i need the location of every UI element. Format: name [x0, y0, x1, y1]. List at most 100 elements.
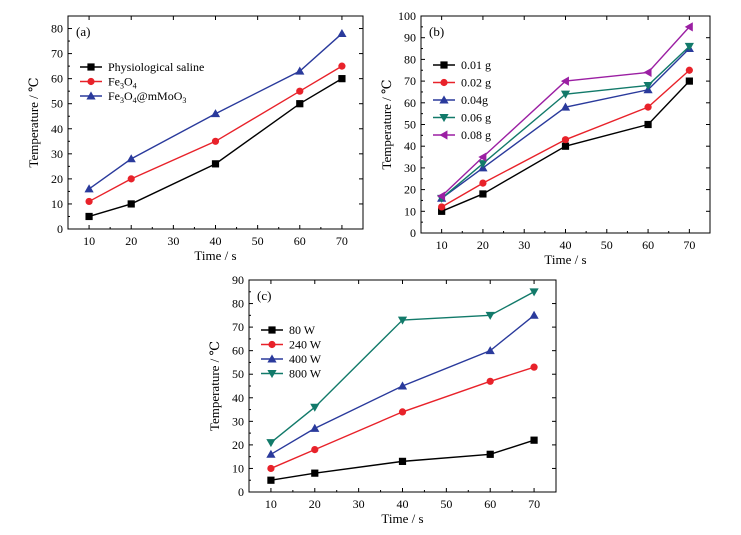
data-point [338, 75, 346, 83]
x-tick-label: 20 [309, 497, 321, 511]
data-point [311, 446, 319, 454]
legend-label: Fe3O4 [108, 75, 137, 91]
data-point [561, 142, 570, 150]
y-tick-label: 70 [232, 320, 244, 334]
legend-text-part: 0.06 g [461, 111, 491, 125]
legend-text-part: O [124, 75, 133, 89]
data-point [338, 62, 346, 70]
data-point [211, 160, 220, 168]
data-point [311, 469, 319, 477]
legend-marker [268, 326, 276, 334]
legend-text-part: 0.08 g [461, 128, 491, 142]
legend-text-part: 0.02 g [461, 76, 491, 90]
legend-text-part: 3 [182, 96, 186, 105]
legend-marker [87, 77, 95, 86]
data-point [479, 179, 487, 187]
legend-text-part: 0.01 g [461, 58, 491, 72]
x-axis-title: Time / s [544, 252, 586, 267]
legend-text-part: 400 W [289, 352, 322, 366]
data-point [310, 403, 320, 412]
legend-text-part: 240 W [289, 338, 322, 352]
data-point [267, 476, 275, 484]
panel-label: (c) [257, 288, 271, 303]
data-point [437, 191, 446, 201]
legend-marker [267, 370, 277, 379]
x-tick-label: 40 [397, 497, 409, 511]
x-tick-label: 20 [125, 234, 137, 248]
data-point [486, 450, 494, 458]
data-point [397, 316, 408, 325]
legend-label: 800 W [289, 367, 322, 381]
x-tick-label: 30 [167, 234, 179, 248]
legend-text-part: 80 W [289, 323, 316, 337]
panel-a: 10 20 30 40 50 60 70 0 10 20 30 40 50 60 70 80 Time / s T… [26, 15, 364, 263]
x-tick-label: 30 [353, 497, 365, 511]
y-tick-label: 40 [404, 139, 416, 153]
y-tick-label: 60 [51, 72, 63, 86]
y-tick-label: 50 [232, 367, 244, 381]
data-point [127, 175, 135, 183]
data-point [438, 203, 446, 211]
data-point [685, 66, 693, 74]
legend-text-part: 3 [120, 96, 124, 105]
legend-label: 400 W [289, 352, 322, 366]
data-point [485, 346, 495, 355]
legend-label: 80 W [289, 323, 316, 337]
y-tick-label: 0 [57, 222, 63, 236]
y-tick-label: 70 [51, 47, 63, 61]
x-tick-label: 10 [436, 238, 448, 252]
x-tick-label: 10 [265, 497, 277, 511]
legend-label: 0.04g [461, 93, 488, 107]
data-point [485, 311, 495, 320]
legend-text-part: 0.04g [461, 93, 488, 107]
legend-marker [87, 63, 95, 71]
data-point [684, 22, 693, 32]
data-point [530, 363, 538, 371]
x-axis-title: Time / s [194, 248, 236, 263]
data-point [126, 154, 136, 163]
y-axis-title: Temperature / ℃ [379, 79, 394, 169]
y-tick-label: 60 [404, 96, 416, 110]
y-tick-label: 70 [404, 74, 416, 88]
y-tick-label: 50 [404, 118, 416, 132]
x-axis-title: Time / s [381, 511, 423, 526]
y-tick-label: 100 [398, 9, 416, 23]
plot-frame [67, 15, 364, 230]
data-point [478, 160, 488, 169]
y-tick-label: 10 [51, 197, 63, 211]
legend-marker [440, 78, 448, 87]
data-point [296, 100, 304, 108]
y-tick-label: 40 [232, 391, 244, 405]
legend-text-part: Fe [108, 75, 120, 89]
legend-marker [268, 340, 276, 349]
data-point [560, 90, 571, 99]
legend-text-part: 3 [120, 82, 124, 91]
x-tick-label: 10 [83, 234, 95, 248]
legend-label: 0.06 g [461, 111, 491, 125]
y-tick-label: 60 [232, 344, 244, 358]
data-point [560, 76, 569, 86]
y-tick-label: 20 [232, 438, 244, 452]
y-tick-label: 10 [404, 204, 416, 218]
data-point [267, 464, 275, 473]
data-point [210, 109, 221, 118]
data-point [266, 439, 276, 448]
legend-label: Physiological saline [108, 60, 204, 74]
y-tick-label: 80 [232, 297, 244, 311]
data-point [684, 42, 694, 51]
x-tick-label: 70 [336, 234, 348, 248]
data-point [561, 136, 570, 144]
y-tick-label: 0 [410, 226, 416, 240]
y-tick-label: 20 [51, 172, 63, 186]
legend-marker [439, 114, 449, 123]
data-point [266, 449, 276, 458]
data-point [643, 67, 652, 78]
data-point [643, 81, 653, 91]
data-point [398, 457, 407, 465]
data-point [397, 381, 408, 390]
x-tick-label: 60 [484, 497, 496, 511]
x-tick-label: 50 [252, 234, 264, 248]
legend-text-part: @mMoO [137, 89, 183, 103]
legend-label: Fe3O4@mMoO3 [108, 89, 186, 105]
y-axis-title: Temperature / ℃ [207, 341, 222, 431]
